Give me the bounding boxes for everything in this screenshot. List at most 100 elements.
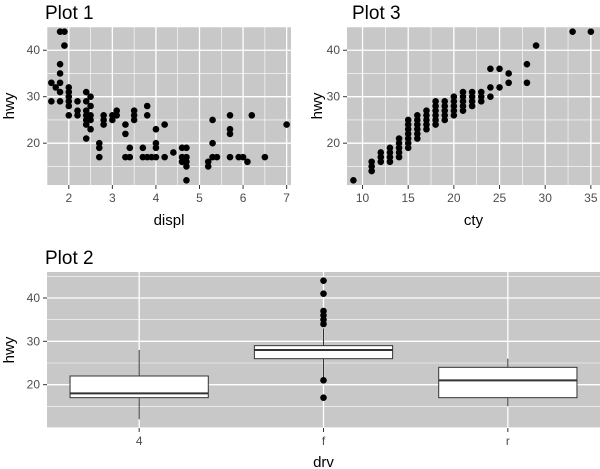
- scatter-point: [82, 88, 90, 96]
- scatter-point: [395, 139, 403, 147]
- x-tick-label: 4: [153, 191, 160, 205]
- scatter-point: [395, 135, 403, 142]
- scatter-point: [441, 107, 449, 114]
- scatter-point: [100, 121, 107, 128]
- scatter-point: [404, 135, 412, 142]
- scatter-point: [87, 93, 94, 101]
- scatter-point: [432, 107, 439, 114]
- scatter-point: [143, 102, 151, 110]
- scatter-point: [368, 167, 375, 175]
- scatter-point: [204, 158, 212, 166]
- scatter-point: [404, 121, 412, 128]
- scatter-point: [48, 79, 55, 87]
- scatter-point: [56, 79, 64, 87]
- scatter-point: [183, 158, 190, 166]
- scatter-point: [95, 139, 103, 147]
- scatter-point: [450, 102, 458, 110]
- y-tick-label: 30: [327, 90, 341, 104]
- scatter-point: [87, 125, 94, 133]
- plot2-title: Plot 2: [45, 248, 94, 269]
- box-body: [253, 345, 394, 360]
- scatter-point: [74, 107, 81, 114]
- scatter-point: [459, 88, 467, 96]
- scatter-point: [74, 98, 81, 105]
- x-tick-label: 15: [402, 191, 416, 205]
- scatter-point: [113, 111, 121, 119]
- scatter-point: [414, 135, 421, 142]
- scatter-point: [213, 153, 221, 161]
- y-tick-label: 20: [27, 378, 41, 392]
- scatter-point: [395, 153, 403, 161]
- scatter-point: [152, 144, 160, 152]
- scatter-point: [204, 163, 212, 170]
- scatter-point: [161, 153, 168, 161]
- scatter-point: [587, 28, 595, 35]
- scatter-point: [414, 111, 421, 119]
- scatter-point: [74, 111, 81, 119]
- scatter-point: [459, 107, 467, 114]
- scatter-point: [441, 98, 449, 105]
- scatter-point: [65, 111, 73, 119]
- x-tick-label: 25: [493, 191, 507, 205]
- scatter-point: [386, 144, 394, 152]
- x-tick-label: 2: [65, 191, 72, 205]
- scatter-point: [468, 88, 476, 96]
- scatter-point: [523, 79, 531, 87]
- plot3-x-axis-label: cty: [464, 212, 484, 229]
- scatter-point: [386, 158, 394, 166]
- scatter-point: [109, 116, 116, 124]
- scatter-point: [441, 116, 449, 124]
- scatter-point: [209, 116, 216, 124]
- scatter-point: [65, 84, 73, 91]
- scatter-point: [226, 125, 234, 133]
- plot2-y-axis-label: hwy: [1, 336, 18, 363]
- scatter-point: [248, 111, 256, 119]
- scatter-point: [122, 121, 129, 128]
- scatter-point: [450, 98, 458, 105]
- scatter-point: [450, 93, 458, 101]
- scatter-point: [61, 42, 68, 49]
- scatter-point: [152, 153, 160, 161]
- scatter-point: [496, 84, 503, 91]
- scatter-point: [386, 149, 394, 156]
- scatter-point: [65, 93, 73, 101]
- scatter-point: [183, 177, 190, 184]
- scatter-point: [65, 88, 73, 96]
- scatter-point: [532, 42, 540, 49]
- scatter-point: [487, 84, 494, 91]
- scatter-point: [368, 163, 375, 170]
- scatter-point: [423, 107, 430, 114]
- x-tick-label: 6: [240, 191, 247, 205]
- scatter-point: [477, 88, 485, 96]
- scatter-point: [65, 98, 73, 105]
- scatter-point: [423, 111, 430, 119]
- scatter-point: [130, 111, 138, 119]
- scatter-point: [404, 130, 412, 138]
- scatter-point: [523, 60, 531, 68]
- scatter-point: [404, 125, 412, 133]
- scatter-point: [130, 116, 138, 124]
- y-tick-label: 40: [27, 43, 41, 57]
- scatter-point: [261, 153, 269, 161]
- scatter-point: [82, 121, 90, 128]
- scatter-point: [239, 153, 247, 161]
- scatter-point: [226, 111, 234, 119]
- scatter-point: [505, 79, 512, 87]
- scatter-point: [487, 93, 494, 101]
- scatter-point: [56, 60, 64, 68]
- x-tick-label: 7: [283, 191, 290, 205]
- scatter-point: [56, 70, 64, 77]
- scatter-point: [505, 70, 512, 77]
- scatter-point: [395, 149, 403, 156]
- scatter-point: [432, 98, 439, 105]
- scatter-point: [432, 121, 439, 128]
- scatter-point: [496, 65, 503, 73]
- plot1-panel: Plot 1 20 30 40 2 3 4 5 6 7 displ hwy: [1, 3, 291, 229]
- plot2-x-axis-label: drv: [313, 454, 334, 469]
- box-outlier: [320, 394, 327, 401]
- scatter-point: [477, 93, 485, 101]
- y-tick-label: 40: [327, 43, 341, 57]
- plot1-title: Plot 1: [45, 3, 94, 24]
- scatter-point: [450, 107, 458, 114]
- scatter-point: [87, 111, 94, 119]
